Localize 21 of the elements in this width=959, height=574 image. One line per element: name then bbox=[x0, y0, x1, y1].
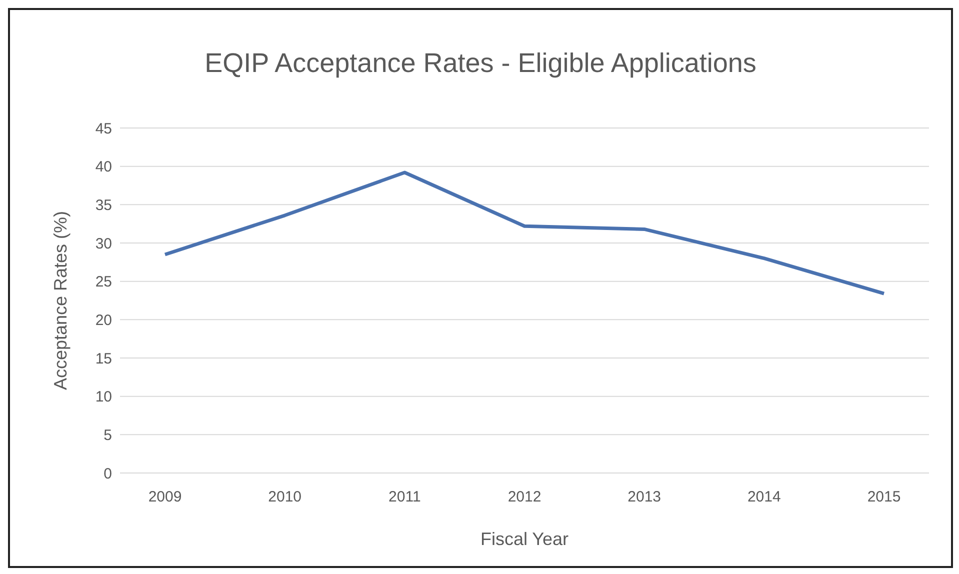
y-axis-title: Acceptance Rates (%) bbox=[50, 210, 70, 390]
y-tick-label: 0 bbox=[104, 465, 112, 482]
y-tick-label: 35 bbox=[95, 196, 112, 214]
y-tick-label: 5 bbox=[104, 426, 112, 444]
y-tick-label: 10 bbox=[95, 388, 112, 406]
y-tick-label: 40 bbox=[95, 158, 112, 176]
y-tick-label: 45 bbox=[95, 120, 112, 138]
x-axis-title: Fiscal Year bbox=[480, 529, 569, 549]
y-tick-label: 30 bbox=[95, 235, 112, 252]
x-tick-label: 2015 bbox=[867, 488, 901, 506]
x-tick-label: 2009 bbox=[148, 488, 182, 506]
y-tick-label: 25 bbox=[95, 274, 112, 291]
x-tick-label: 2011 bbox=[388, 488, 421, 506]
x-tick-label: 2014 bbox=[747, 488, 781, 506]
line-series bbox=[163, 170, 886, 296]
y-tick-label: 15 bbox=[95, 350, 112, 368]
x-tick-label: 2012 bbox=[508, 488, 542, 506]
chart-title: EQIP Acceptance Rates - Eligible Applications bbox=[204, 48, 758, 79]
y-tick-label: 20 bbox=[95, 312, 112, 329]
x-tick-label: 2010 bbox=[268, 488, 302, 506]
x-tick-label: 2013 bbox=[628, 488, 662, 506]
